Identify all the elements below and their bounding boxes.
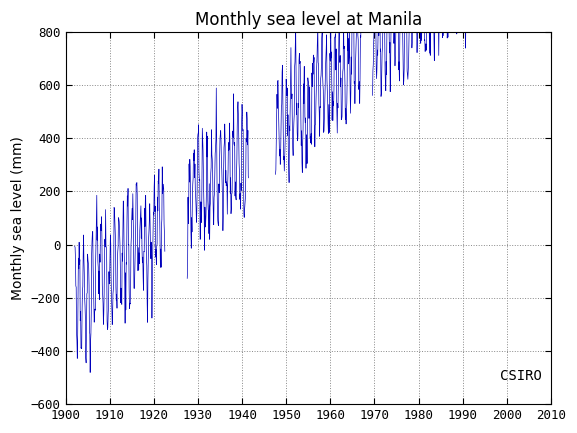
Title: Monthly sea level at Manila: Monthly sea level at Manila (194, 11, 422, 29)
Y-axis label: Monthly sea level (mm): Monthly sea level (mm) (11, 136, 25, 300)
Text: CSIRO: CSIRO (500, 369, 542, 383)
